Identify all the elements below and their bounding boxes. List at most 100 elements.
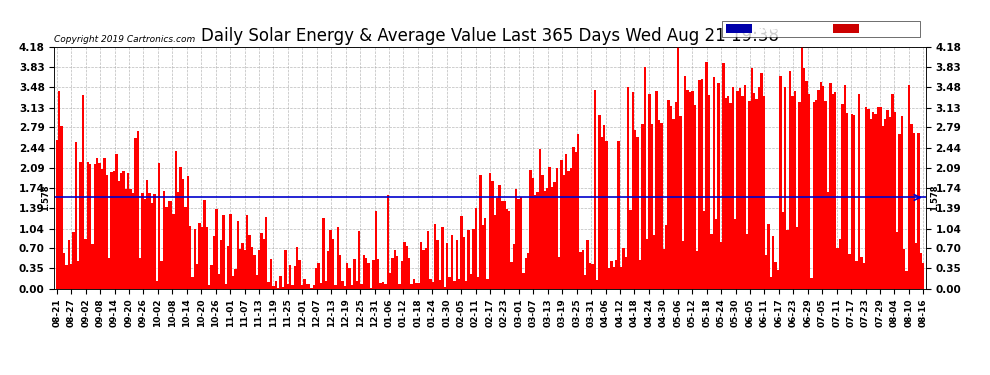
Bar (701, 79, 703, 289)
Bar (367, 263, 370, 289)
Bar (398, 284, 401, 289)
Bar (453, 281, 455, 289)
Bar (130, 189, 132, 289)
Bar (318, 263, 320, 289)
Bar (330, 230, 332, 289)
Bar (572, 147, 574, 289)
Bar (365, 258, 367, 289)
Bar (598, 115, 601, 289)
Bar (250, 248, 253, 289)
Bar (634, 130, 637, 289)
Bar (574, 152, 577, 289)
Bar (420, 242, 422, 289)
Bar (153, 194, 155, 289)
Bar (594, 90, 596, 289)
Bar (706, 62, 708, 289)
Bar (877, 106, 879, 289)
Bar (894, 112, 896, 289)
Bar (608, 268, 610, 289)
Bar (584, 275, 586, 289)
Bar (286, 284, 289, 289)
Bar (389, 273, 391, 289)
Bar (674, 102, 677, 289)
Bar (772, 236, 774, 289)
Bar (165, 207, 167, 289)
Bar (530, 170, 532, 289)
Bar (491, 181, 494, 289)
Bar (801, 47, 803, 289)
Bar (570, 168, 572, 289)
Bar (446, 243, 448, 289)
Bar (553, 182, 555, 289)
Bar (613, 267, 615, 289)
Bar (642, 124, 644, 289)
Bar (201, 227, 203, 289)
Bar (111, 172, 113, 289)
Bar (620, 267, 622, 289)
Title: Daily Solar Energy & Average Value Last 365 Days Wed Aug 21 19:38: Daily Solar Energy & Average Value Last … (201, 27, 779, 45)
Bar (718, 83, 720, 289)
Bar (627, 87, 630, 289)
Bar (484, 218, 486, 289)
Bar (743, 85, 745, 289)
Bar (258, 250, 260, 289)
Bar (203, 200, 206, 289)
Bar (672, 119, 674, 289)
Bar (537, 192, 539, 289)
Bar (86, 162, 89, 289)
Bar (230, 214, 232, 289)
Bar (413, 279, 415, 289)
Bar (465, 281, 467, 289)
Bar (610, 261, 613, 289)
Bar (458, 279, 460, 289)
Bar (853, 115, 855, 289)
Bar (184, 207, 186, 289)
Bar (77, 261, 79, 289)
Bar (437, 240, 439, 289)
Bar (101, 169, 103, 289)
Bar (577, 134, 579, 289)
Bar (686, 90, 689, 289)
Bar (796, 227, 798, 289)
Bar (782, 212, 784, 289)
Bar (867, 109, 869, 289)
Bar (96, 158, 98, 289)
Bar (232, 276, 235, 289)
Bar (760, 72, 762, 289)
Bar (822, 86, 825, 289)
Bar (422, 250, 425, 289)
Bar (798, 102, 801, 289)
Bar (325, 281, 327, 289)
Bar (779, 76, 782, 289)
Bar (106, 175, 108, 289)
Bar (737, 91, 739, 289)
Bar (358, 231, 360, 289)
Bar (253, 255, 255, 289)
Bar (455, 240, 458, 289)
Bar (60, 126, 62, 289)
Bar (150, 203, 153, 289)
Bar (115, 154, 118, 289)
Bar (639, 260, 642, 289)
Bar (720, 242, 722, 289)
Bar (767, 224, 770, 289)
Bar (832, 94, 834, 289)
Bar (208, 285, 210, 289)
Bar (820, 82, 822, 289)
Bar (432, 282, 434, 289)
Bar (144, 200, 147, 289)
Bar (882, 126, 884, 289)
Bar (813, 102, 815, 289)
Bar (177, 192, 179, 289)
Bar (842, 104, 843, 289)
Bar (734, 219, 737, 289)
Bar (896, 232, 898, 289)
Bar (848, 254, 850, 289)
Bar (170, 201, 172, 289)
Bar (850, 114, 853, 289)
Bar (660, 123, 662, 289)
Bar (289, 266, 291, 289)
Bar (637, 137, 639, 289)
Bar (546, 188, 548, 289)
Bar (682, 241, 684, 289)
